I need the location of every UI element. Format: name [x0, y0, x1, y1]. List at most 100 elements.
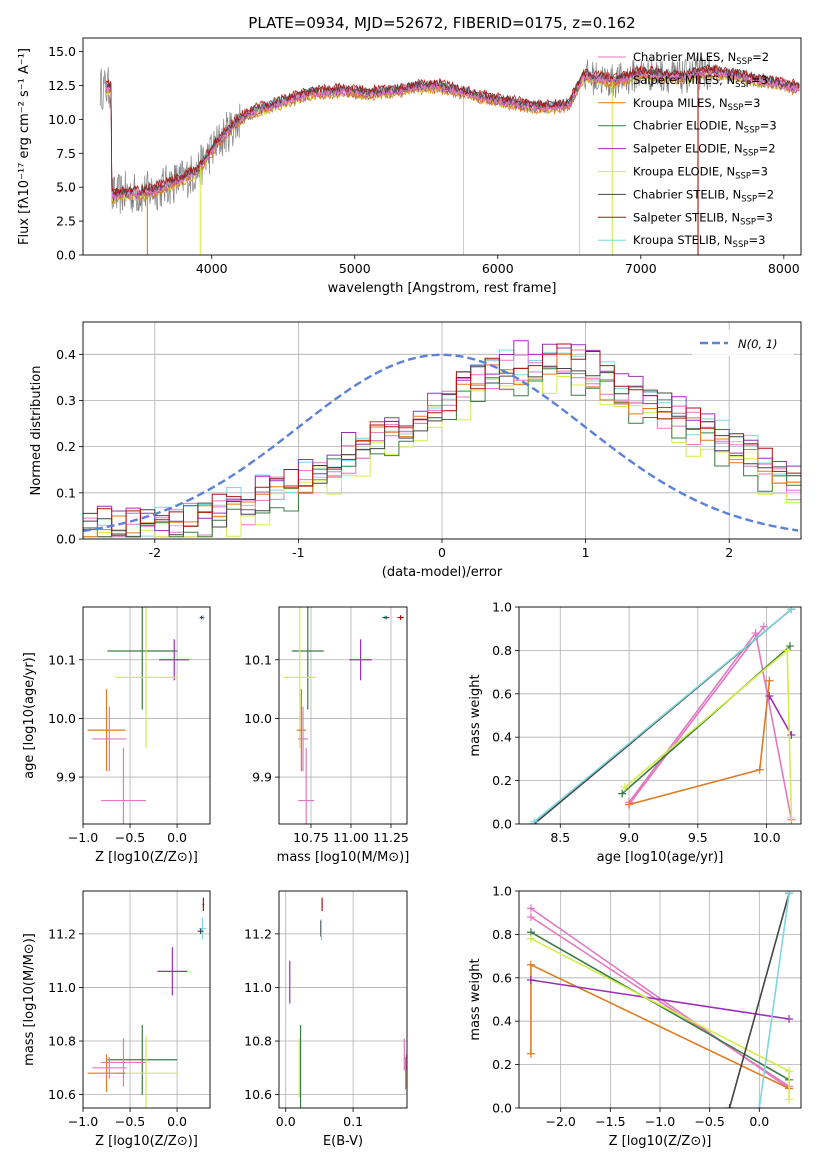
x-axis-label: Z [log10(Z/Z⊙)]	[609, 1134, 712, 1149]
y-tick-label: 10.8	[244, 1034, 272, 1049]
x-tick-label: 4000	[196, 261, 228, 276]
x-tick-label: −0.5	[115, 830, 145, 845]
figure-title: PLATE=0934, MJD=52672, FIBERID=0175, z=0…	[248, 14, 635, 32]
errorbar-point	[197, 928, 204, 934]
plot-area-age_vs_mass	[279, 607, 407, 824]
legend-entry-label: Salpeter MILES, NSSP=3	[633, 73, 768, 90]
legend-box	[692, 330, 794, 356]
x-axis-label: E(B-V)	[323, 1134, 363, 1149]
y-tick-label: 10.6	[48, 1087, 76, 1102]
x-tick-label: 10.75	[293, 830, 329, 845]
y-tick-label: 1.0	[492, 884, 512, 899]
plot-area-weight_vs_Z	[519, 891, 801, 1108]
errorbar-point	[157, 947, 188, 996]
weight-marker	[783, 646, 792, 655]
x-tick-label: −1.0	[645, 1114, 675, 1129]
y-tick-label: 11.2	[244, 926, 272, 941]
weight-marker	[725, 1104, 734, 1108]
y-tick-label: 0.8	[492, 927, 512, 942]
y-axis-label: mass weight	[468, 958, 483, 1040]
errorbar-point	[321, 897, 323, 912]
model-spectrum-salpeter-stelib	[105, 63, 800, 196]
weight-marker	[530, 817, 539, 824]
y-tick-label: 5.0	[56, 180, 76, 195]
weight-marker	[787, 607, 796, 614]
weight-line-kroupa-stelib	[533, 608, 792, 823]
axes-frame	[82, 890, 211, 1109]
plot-area-weight_vs_age	[519, 607, 801, 824]
plot-area-mass_vs_Z	[83, 891, 210, 1108]
weight-marker	[765, 676, 774, 685]
axes-frame	[518, 890, 802, 1109]
weight-marker	[785, 1095, 794, 1104]
y-tick-label: 0.1	[56, 485, 76, 500]
errorbar-point	[298, 747, 315, 824]
x-tick-label: 1	[582, 545, 590, 560]
errorbar-point	[299, 1024, 302, 1108]
axes-frame	[82, 606, 211, 825]
errorbar-point	[92, 1057, 127, 1079]
x-tick-label: 0.0	[167, 1114, 187, 1129]
weight-marker	[618, 789, 627, 798]
y-axis-label: mass weight	[468, 674, 483, 756]
x-tick-label: 11.00	[333, 830, 369, 845]
y-axis-label: age [log10(age/yr)]	[22, 652, 37, 779]
panel-weight_vs_Z: −2.0 −1.5 −1.0 −0.5 0.0 0.0 0.2 0.4 0.6 0.8 1.0 Z […	[468, 884, 802, 1149]
x-axis-label: wavelength [Angstrom, rest frame]	[328, 281, 557, 296]
legend-entry-label: Salpeter ELODIE, NSSP=2	[633, 142, 776, 159]
errorbar-point	[100, 1038, 147, 1087]
legend-entry-label: Kroupa MILES, NSSP=3	[633, 96, 760, 113]
axes-frame	[82, 321, 802, 540]
weight-line-chabrier-stelib	[728, 892, 790, 1108]
y-tick-label: 0.3	[56, 393, 76, 408]
x-tick-label: 2	[725, 545, 733, 560]
weight-line-salpeter-elodie	[530, 979, 790, 1020]
y-tick-label: 10.1	[244, 652, 272, 667]
x-tick-label: -1	[292, 545, 304, 560]
y-tick-label: 0.4	[56, 347, 76, 362]
errorbar-point	[403, 1038, 405, 1071]
y-tick-label: 0.0	[492, 817, 512, 832]
x-tick-label: 6000	[482, 261, 514, 276]
weight-marker	[755, 1104, 764, 1108]
errorbar-point	[100, 747, 147, 824]
weight-marker	[625, 800, 634, 809]
legend-entry-label: Chabrier ELODIE, NSSP=3	[633, 119, 777, 136]
weight-marker	[526, 975, 535, 984]
errorbar-point	[349, 639, 372, 681]
panel-mass_vs_ebv: 0.0 0.1 10.6 10.8 11.0 11.2 E(B-V)	[244, 890, 408, 1149]
weight-marker	[785, 1015, 794, 1024]
x-axis-label: Z [log10(Z/Z⊙)]	[95, 850, 198, 865]
x-tick-label: 0.0	[167, 830, 187, 845]
y-tick-label: 0.2	[492, 1057, 512, 1072]
x-tick-label: −1.5	[595, 1114, 625, 1129]
x-axis-label: mass [log10(M/M⊙)]	[277, 850, 410, 865]
weight-marker	[526, 1049, 535, 1058]
weight-marker	[620, 783, 629, 792]
x-axis-label: Z [log10(Z/Z⊙)]	[95, 1134, 198, 1149]
x-tick-label: 8000	[768, 261, 800, 276]
y-tick-label: 7.5	[56, 146, 76, 161]
weight-marker	[787, 813, 796, 822]
y-tick-label: 0.6	[492, 686, 512, 701]
y-axis-label: mass [log10(M/M⊙)]	[22, 933, 37, 1066]
errorbar-point	[202, 897, 205, 912]
y-tick-label: 10.0	[48, 711, 76, 726]
x-tick-label: 9.5	[688, 830, 708, 845]
legend: N(0, 1)	[692, 330, 794, 356]
legend-entry-label: Chabrier STELIB, NSSP=2	[633, 187, 774, 204]
legend-entry-label: Kroupa ELODIE, NSSP=3	[633, 165, 768, 182]
x-tick-label: 0	[438, 545, 446, 560]
weight-marker	[526, 913, 535, 922]
x-tick-label: −0.5	[694, 1114, 724, 1129]
errorbar-point	[92, 706, 127, 772]
errorbar-point	[291, 607, 324, 710]
legend-entry-label: Kroupa STELIB, NSSP=3	[633, 233, 765, 250]
y-tick-label: 15.0	[48, 44, 76, 59]
errorbar-point	[107, 1024, 178, 1095]
errorbar-point	[383, 615, 390, 620]
weight-line-chabrier-elodie	[530, 931, 790, 1081]
errorbar-point	[397, 615, 404, 620]
weight-line-salpeter-miles	[628, 631, 793, 820]
errorbar-point	[283, 607, 316, 748]
